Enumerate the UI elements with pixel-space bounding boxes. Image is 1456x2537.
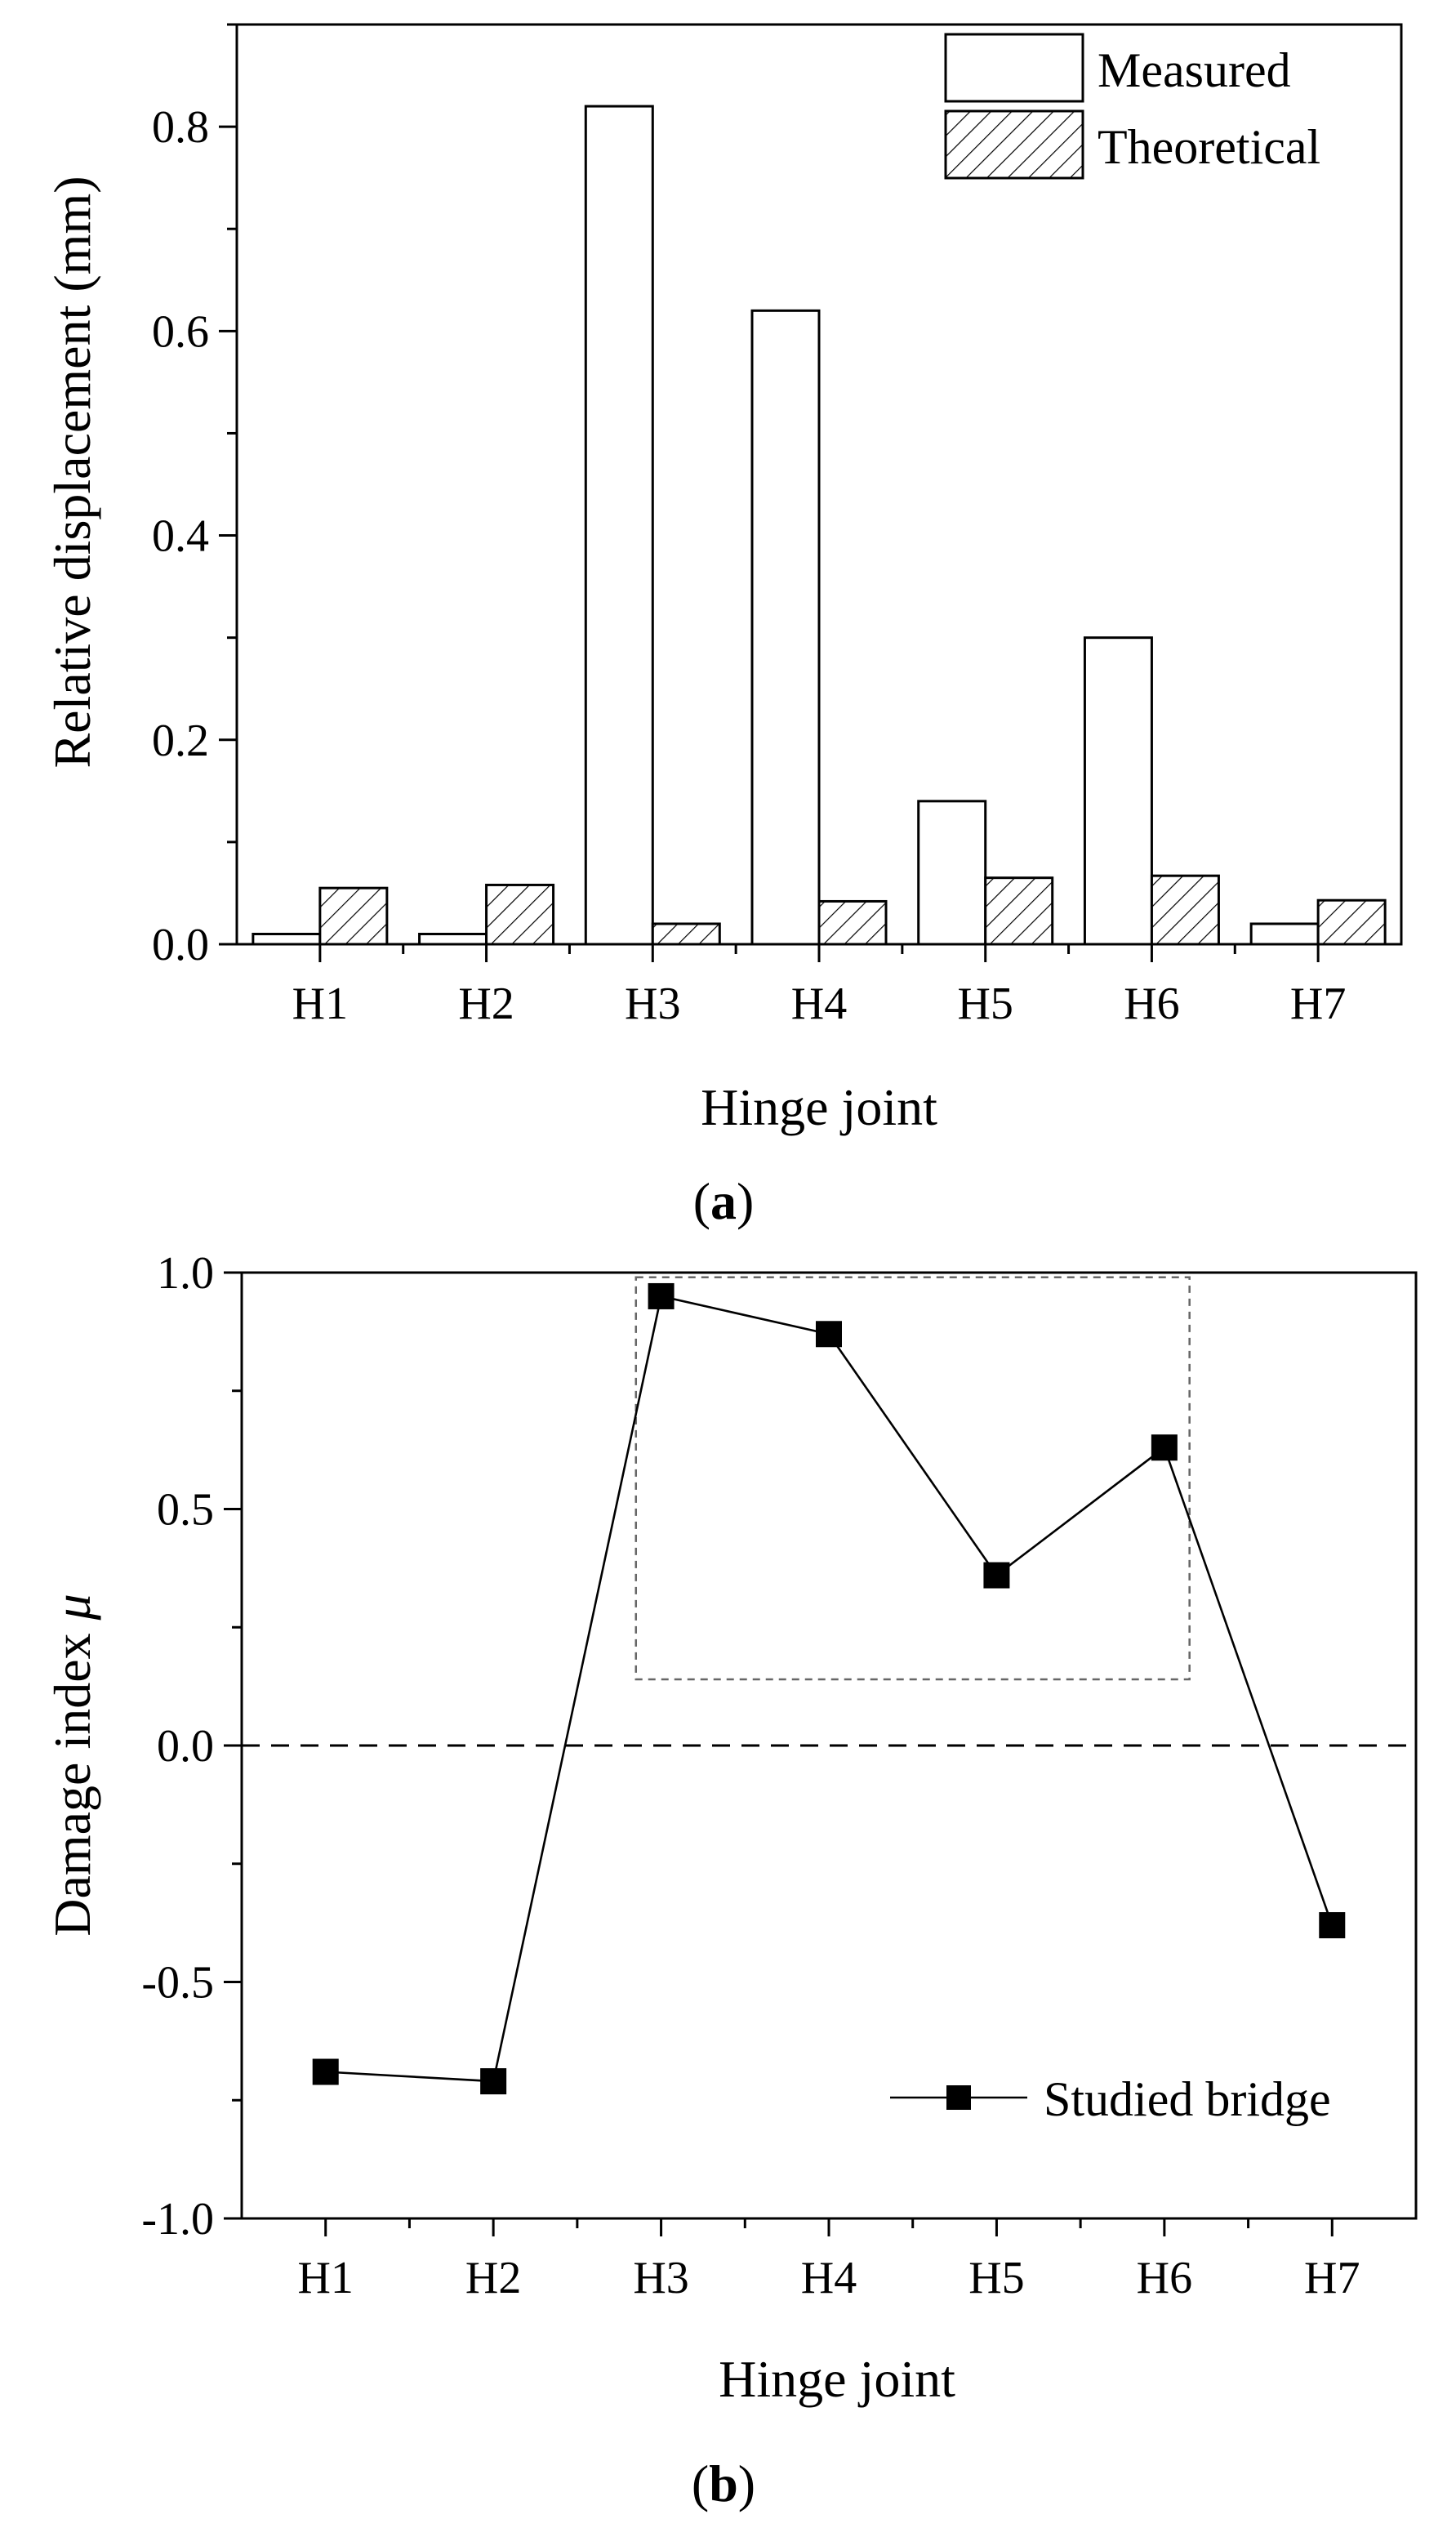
y-tick-label: -1.0 bbox=[141, 2194, 214, 2245]
x-tick-label-h5: H5 bbox=[968, 2253, 1024, 2303]
legend-label-measured: Measured bbox=[1098, 43, 1291, 97]
y-tick-label: -0.5 bbox=[141, 1958, 214, 2009]
x-tick-label-h6: H6 bbox=[1124, 979, 1179, 1029]
panel-a-label: (a) bbox=[693, 1172, 755, 1230]
y-tick-label: 1.0 bbox=[157, 1248, 214, 1299]
y-tick-label: 0.5 bbox=[157, 1485, 214, 1536]
x-tick-label-h7: H7 bbox=[1304, 2253, 1360, 2303]
bar-measured-h5 bbox=[917, 800, 987, 946]
y-tick-label: 0.8 bbox=[152, 102, 209, 153]
x-tick-label-h1: H1 bbox=[292, 979, 348, 1029]
panel-a-y-axis-title: Relative displacement (mm) bbox=[43, 176, 101, 768]
panel-b-y-axis-symbol: μ bbox=[43, 1594, 101, 1621]
x-tick-label-h5: H5 bbox=[957, 979, 1013, 1029]
legend-marker-studied-bridge bbox=[946, 2085, 971, 2110]
panel-a-x-axis-title: Hinge joint bbox=[701, 1078, 937, 1136]
x-tick-label-h4: H4 bbox=[791, 979, 847, 1029]
panel-b-y-axis-title-text: Damage index bbox=[43, 1633, 101, 1936]
bar-theoretical-h5 bbox=[984, 876, 1054, 946]
x-tick-label-h3: H3 bbox=[625, 979, 680, 1029]
x-tick-label-h6: H6 bbox=[1137, 2253, 1192, 2303]
point-h4 bbox=[816, 1321, 842, 1348]
panel-b-x-axis-title: Hinge joint bbox=[719, 2350, 955, 2408]
panel-b-label: (b) bbox=[692, 2455, 755, 2512]
x-tick-label-h4: H4 bbox=[801, 2253, 857, 2303]
bar-theoretical-h1 bbox=[318, 886, 389, 946]
bar-theoretical-h6 bbox=[1150, 874, 1220, 946]
point-h7 bbox=[1319, 1912, 1346, 1939]
panel-b-x-axis: H1 H2 H3 H4 H5 H6 H7 bbox=[297, 2218, 1360, 2303]
bar-measured-h1 bbox=[252, 932, 322, 946]
bar-theoretical-h4 bbox=[817, 899, 888, 946]
panel-a-bar-chart: 0.0 0.2 0.4 0.6 0.8 H1 H2 H3 H4 H5 H6 H7 Relative … bbox=[43, 23, 1403, 1230]
panel-b-legend: Studied bridge bbox=[890, 2072, 1331, 2126]
panel-b-line-chart: -1.0 -0.5 0.0 0.5 1.0 H1 H2 H3 H4 H5 H6 H7 Damage … bbox=[43, 1248, 1418, 2512]
bar-measured-h3 bbox=[584, 105, 654, 946]
bar-measured-h4 bbox=[750, 309, 821, 946]
panel-b-letter: b bbox=[709, 2455, 738, 2512]
x-tick-label-h2: H2 bbox=[465, 2253, 521, 2303]
legend-label-theoretical: Theoretical bbox=[1098, 120, 1320, 174]
legend-swatch-measured bbox=[944, 33, 1084, 103]
bar-theoretical-h3 bbox=[651, 922, 721, 946]
point-h6 bbox=[1151, 1434, 1178, 1461]
panel-b-highlight-box bbox=[634, 1276, 1191, 1681]
bar-theoretical-h2 bbox=[485, 883, 555, 946]
y-tick-label: 0.0 bbox=[152, 920, 209, 970]
panel-b-points bbox=[312, 1282, 1346, 2095]
point-h3 bbox=[648, 1282, 675, 1309]
point-h1 bbox=[312, 2058, 339, 2085]
panel-a-legend: Measured Theoretical bbox=[944, 33, 1320, 180]
y-tick-label: 0.4 bbox=[152, 511, 209, 562]
panel-b-series-line bbox=[325, 1295, 1334, 2083]
y-tick-label: 0.0 bbox=[157, 1721, 214, 1772]
panel-a-letter: a bbox=[710, 1172, 737, 1230]
panel-a-y-axis: 0.0 0.2 0.4 0.6 0.8 bbox=[152, 23, 237, 970]
legend-label-studied-bridge: Studied bridge bbox=[1044, 2072, 1331, 2126]
bar-measured-h2 bbox=[418, 932, 488, 946]
point-h5 bbox=[983, 1562, 1010, 1589]
panel-b-y-axis-title: Damage index μ bbox=[43, 1594, 101, 1937]
x-tick-label-h1: H1 bbox=[297, 2253, 353, 2303]
point-h2 bbox=[480, 2068, 507, 2095]
y-tick-label: 0.6 bbox=[152, 306, 209, 357]
panel-a-bars bbox=[252, 105, 1387, 946]
panel-a-x-axis: H1 H2 H3 H4 H5 H6 H7 bbox=[292, 944, 1346, 1029]
bar-theoretical-h7 bbox=[1316, 898, 1387, 946]
x-tick-label-h2: H2 bbox=[458, 979, 514, 1029]
panel-b-y-axis: -1.0 -0.5 0.0 0.5 1.0 bbox=[141, 1248, 242, 2245]
y-tick-label: 0.2 bbox=[152, 716, 209, 766]
bar-measured-h7 bbox=[1249, 922, 1320, 946]
bar-measured-h6 bbox=[1083, 636, 1153, 946]
x-tick-label-h7: H7 bbox=[1290, 979, 1346, 1029]
x-tick-label-h3: H3 bbox=[633, 2253, 688, 2303]
legend-swatch-theoretical bbox=[944, 109, 1084, 180]
